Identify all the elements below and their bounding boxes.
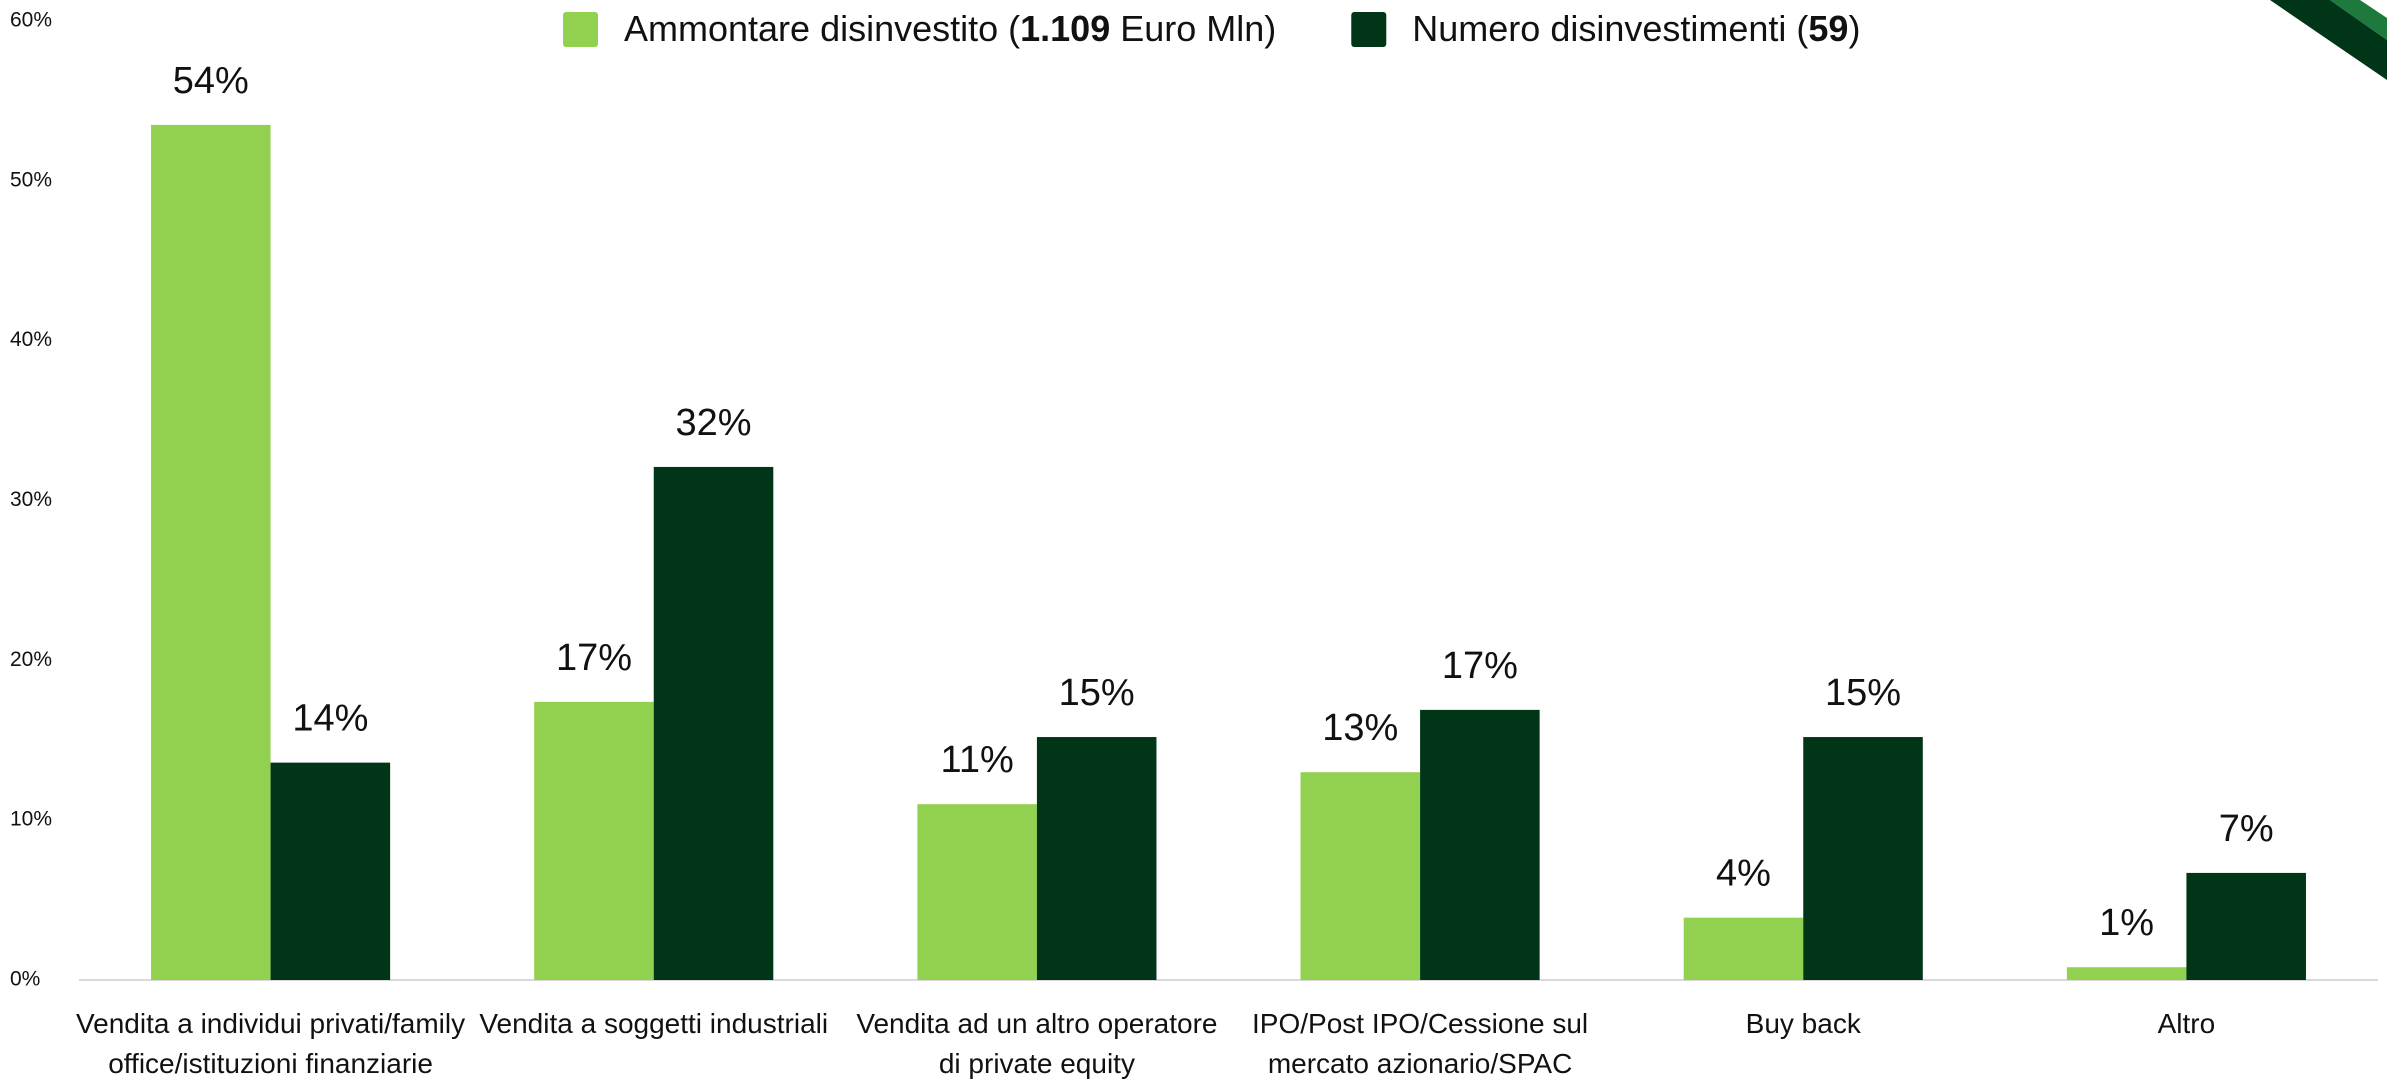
legend-swatch bbox=[1351, 12, 1387, 47]
corner-decoration bbox=[2270, 0, 2387, 80]
bar bbox=[1683, 917, 1804, 980]
bar bbox=[1300, 772, 1421, 980]
x-tick-label: IPO/Post IPO/Cessione sul mercato aziona… bbox=[1252, 1008, 1589, 1079]
y-tick-label: 30% bbox=[10, 488, 52, 511]
y-tick-label: 60% bbox=[10, 9, 52, 32]
data-label: 54% bbox=[173, 60, 249, 102]
y-tick-label: 20% bbox=[10, 648, 52, 671]
data-label: 14% bbox=[292, 698, 368, 740]
data-label: 1% bbox=[2099, 902, 2154, 944]
y-tick-label: 40% bbox=[10, 328, 52, 351]
bar bbox=[917, 804, 1037, 980]
data-label: 15% bbox=[1059, 672, 1135, 714]
bar bbox=[1420, 709, 1540, 980]
data-label: 17% bbox=[1442, 645, 1518, 687]
x-tick-label: Vendita ad un altro operatore di private… bbox=[856, 1008, 1218, 1079]
data-label: 4% bbox=[1716, 853, 1771, 895]
data-label: 13% bbox=[1322, 707, 1398, 749]
bar bbox=[1036, 737, 1157, 980]
bar bbox=[151, 124, 271, 981]
legend-label: Ammontare disinvestito (1.109 Euro Mln) bbox=[624, 8, 1276, 49]
legend-swatch bbox=[563, 12, 598, 47]
x-tick-label: Altro bbox=[2157, 1008, 2216, 1039]
bar bbox=[534, 701, 654, 980]
x-tick-label: Vendita a individui privati/family offic… bbox=[76, 1008, 466, 1079]
data-label: 17% bbox=[556, 637, 632, 679]
y-tick-label: 10% bbox=[10, 808, 52, 831]
bar bbox=[270, 762, 391, 980]
data-label: 7% bbox=[2219, 808, 2274, 850]
y-tick-label: 50% bbox=[10, 168, 52, 191]
legend-label: Numero disinvestimenti (59) bbox=[1412, 8, 1860, 49]
corner-decoration bbox=[2330, 0, 2387, 40]
data-label: 32% bbox=[675, 402, 751, 444]
bar bbox=[653, 466, 774, 980]
data-label: 11% bbox=[941, 739, 1014, 781]
bar bbox=[1803, 737, 1923, 980]
y-tick-label: 0% bbox=[10, 968, 40, 991]
data-label: 15% bbox=[1825, 672, 1901, 714]
x-tick-label: Vendita a soggetti industriali bbox=[479, 1008, 829, 1039]
bar bbox=[2186, 872, 2306, 980]
bar bbox=[2066, 967, 2187, 980]
x-tick-label: Buy back bbox=[1745, 1008, 1861, 1039]
